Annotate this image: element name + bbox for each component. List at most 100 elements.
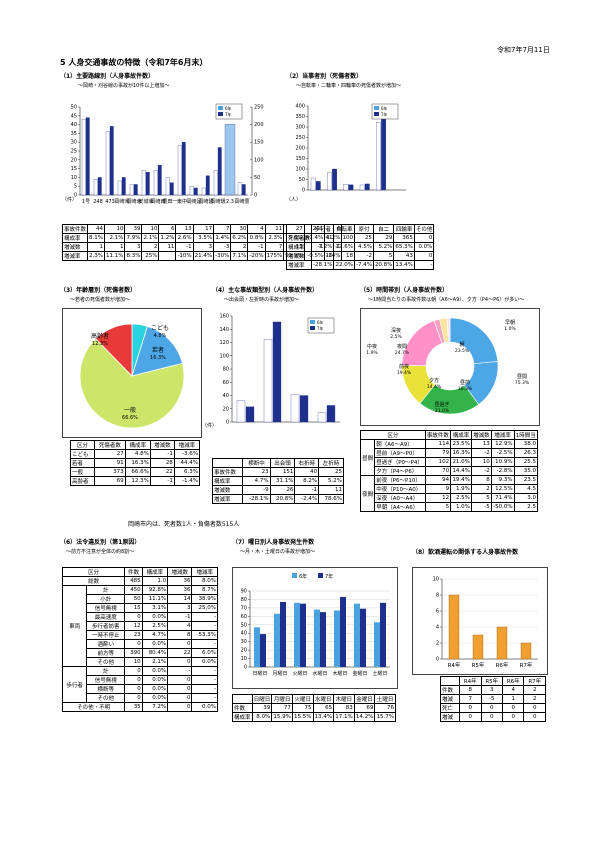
table-cell: 23 <box>124 630 143 640</box>
x-tick-label: 安城幸 <box>138 198 153 205</box>
bar-岡崎足助-7年 <box>193 187 198 196</box>
y-tick-label: 0 <box>436 657 439 663</box>
table-cell: 0 <box>124 675 143 685</box>
table-cell <box>211 458 244 468</box>
row-label: 増減数 <box>285 251 313 261</box>
table-cell: 0 <box>413 251 435 261</box>
table-cell: 2 <box>523 685 546 695</box>
table-cell: 92.8% <box>141 585 169 595</box>
table-cell: 38.9% <box>191 594 218 604</box>
s5-table: 区分 事故件数 構成率 増減数 増減率 1時間当 昼間 朝（A6～A9） 114 23.5% 13 1… <box>359 430 539 512</box>
table-cell: 4 <box>501 685 525 695</box>
s3-footer: 岡崎市内は、死者数1人・負傷者数515人 <box>128 521 240 528</box>
row-label: 前方等 <box>86 648 126 658</box>
donut-pct-深夜: 2.5% <box>390 334 402 340</box>
table-cell: 41 <box>311 233 335 243</box>
row-label: 事故件数 <box>61 224 89 234</box>
s5-note: ～1時間当たりの事故件数は朝（A6～A9）、夕方（P4～P6）が多い～ <box>368 297 525 303</box>
y-tick-label: 160 <box>219 314 229 320</box>
table-cell: 10 <box>470 457 492 467</box>
table-row: 構成率 4.7% 31.1% 8.2% 5.2% <box>211 476 344 486</box>
column-header: 左折時 <box>318 458 344 468</box>
y-tick-label: 2 <box>436 641 439 647</box>
y-tick-label: 20 <box>241 648 247 654</box>
bar-水曜日-6年 <box>314 609 320 667</box>
table-cell: -16 <box>311 251 335 261</box>
row-label: 横断等 <box>86 684 126 694</box>
row-label: 死亡 <box>439 703 461 713</box>
table-cell: 4.5% <box>353 242 374 252</box>
column-header: 日曜日 <box>251 694 273 704</box>
table-cell: 15 <box>124 603 143 613</box>
table-cell: 15.9% <box>271 712 293 722</box>
table-cell: 69 <box>353 703 376 713</box>
table-cell: 23.5 <box>513 475 539 485</box>
y-tick-label: 20 <box>223 406 229 412</box>
table-cell: 5 <box>424 502 452 512</box>
table-cell: 12 <box>124 621 143 631</box>
table-row: R4年 R5年 R6年 R7年 <box>439 676 546 686</box>
row-label: 死傷者数 <box>285 233 313 243</box>
table-row: 増減率 -28.1% 22.0% -7.4% 20.8% 13.4% - <box>285 260 435 270</box>
table-cell: -9 <box>242 485 271 495</box>
bar-岡崎西尾-6年 <box>153 170 158 196</box>
table-cell: 44 <box>87 224 105 234</box>
bar-右折時-7年 <box>299 395 309 423</box>
table-row: 一般 373 66.6% 22 6.3% <box>70 467 201 477</box>
table-cell: -2 <box>470 466 492 476</box>
legend-label: 7年 <box>225 111 232 117</box>
x-tick-label: 1号 <box>82 199 90 205</box>
table-cell: 6 <box>158 224 177 234</box>
table-cell: 35 <box>124 702 143 712</box>
table-cell: 1.2% <box>158 233 177 243</box>
bar-左折時-6年 <box>317 412 327 423</box>
table-cell: 8.2% <box>294 476 320 486</box>
table-row: 夜間 前夜（P6～P10） 94 19.4% 8 9.3% 23.5 <box>359 475 539 512</box>
table-cell: 3.5% <box>192 233 215 243</box>
y-tick-label: 5 <box>74 184 77 190</box>
table-cell: 7.2% <box>311 242 335 252</box>
legend-swatch <box>318 573 323 578</box>
table-cell: 一般 <box>70 467 95 477</box>
table-row: その他・不明 35 7.2% 0 0.0% <box>61 702 218 712</box>
s2-note: ～自転車・二輪車・四輪車の死傷者数が増加～ <box>296 83 402 89</box>
row-label: 信号無視 <box>86 675 126 685</box>
table-cell: 22 <box>149 467 175 477</box>
column-header: 水曜日 <box>312 694 335 704</box>
table-cell: 昼過ぎ（P0～P4） <box>374 457 426 467</box>
y-tick-label: 0 <box>302 188 305 194</box>
column-header: 1時間当 <box>513 430 539 440</box>
row-group: 車両 <box>61 585 88 667</box>
table-cell: 7.1% <box>230 251 249 261</box>
table-cell: 2.6% <box>175 233 194 243</box>
donut-label-深夜: 深夜 <box>391 327 401 334</box>
table-row: 総数 485 1.0 36 8.0% <box>61 576 218 586</box>
bar-岡崎碧南-6年 <box>201 187 206 196</box>
column-header: 件数 <box>124 567 143 577</box>
table-cell: 2.5% <box>450 493 472 503</box>
table-row: 若者 91 16.3% 28 44.4% <box>70 458 201 468</box>
table-cell: 2.1% <box>141 657 169 667</box>
table-cell: 373 <box>93 467 126 477</box>
donut-label-朝: 朝 <box>459 342 464 348</box>
column-header: 構成率 <box>124 440 151 450</box>
y-tick-label: 4 <box>436 625 439 631</box>
table-cell: 20.8% <box>269 494 296 504</box>
table-cell: 5 <box>470 493 492 503</box>
table-row: 日曜日 月曜日 火曜日 水曜日 木曜日 金曜日 土曜日 <box>232 694 396 704</box>
s6-note: ～前方不注意が全体の約8割～ <box>66 549 135 555</box>
table-cell: 0.0% <box>141 675 169 685</box>
table-cell: 8 <box>167 630 193 640</box>
table-cell: -3.6% <box>173 449 201 459</box>
table-cell: 2 <box>523 694 546 704</box>
table-cell: 10 <box>141 224 160 234</box>
column-header: 自転車 <box>333 224 355 234</box>
table-cell: 前夜（P6～P10） <box>374 475 426 485</box>
table-cell <box>232 694 253 704</box>
bar-岡崎環状-6年 <box>213 170 218 196</box>
column-header: R6年 <box>501 676 525 686</box>
x-tick-label: 岡崎西 <box>150 198 165 205</box>
s6-table: 区分 件数 構成率 増減数 増減率 総数 485 1.0 36 8.0% 車両計 450 92.8% 36… <box>61 567 218 712</box>
